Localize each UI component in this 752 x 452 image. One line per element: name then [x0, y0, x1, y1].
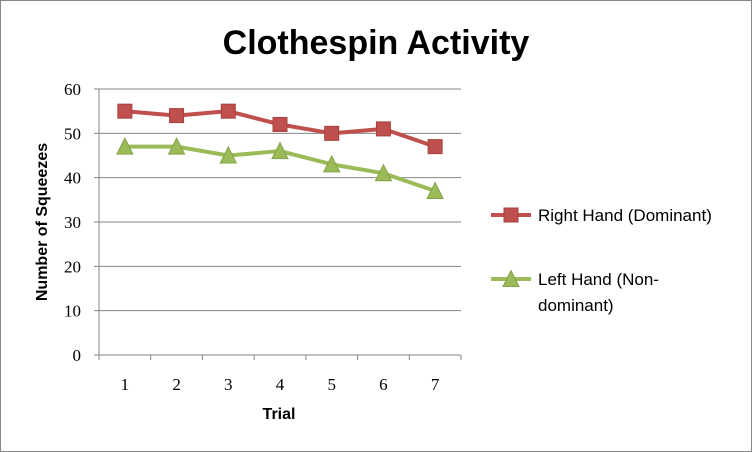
x-tick-label: 1: [121, 375, 130, 394]
legend-label: dominant): [538, 296, 614, 315]
y-tick-label: 10: [64, 302, 81, 321]
series-2: [116, 137, 444, 199]
data-point: [374, 163, 393, 182]
axes: 0 10 20 30 40 50 60 1 2 3 4 5 6 7: [64, 80, 462, 394]
data-point: [169, 108, 185, 124]
data-point: [167, 137, 186, 155]
data-point: [219, 145, 238, 164]
x-tick-label: 7: [431, 375, 440, 394]
y-tick-label: 50: [64, 124, 81, 143]
data-point: [272, 116, 288, 132]
data-point: [324, 125, 340, 141]
y-tick-label: 30: [64, 213, 81, 232]
legend-label: Left Hand (Non-: [538, 270, 659, 289]
data-point: [116, 137, 134, 155]
y-axis-title: Number of Squeezes: [34, 143, 51, 301]
y-tick-label: 0: [73, 346, 82, 365]
series-1: [117, 103, 443, 155]
legend-marker: [502, 269, 520, 287]
data-point: [117, 103, 133, 119]
x-tick-label: 3: [224, 375, 233, 394]
data-point: [220, 103, 236, 119]
x-tick-label: 2: [172, 375, 181, 394]
chart-title: Clothespin Activity: [223, 24, 530, 62]
legend-label: Right Hand (Dominant): [538, 206, 712, 225]
x-tick-label: 6: [379, 375, 388, 394]
legend: Right Hand (Dominant) Left Hand (Non-domi…: [491, 206, 712, 315]
series-group: [116, 103, 444, 199]
legend-item-1: Right Hand (Dominant): [491, 206, 712, 225]
legend-item-2: Left Hand (Non-dominant): [491, 269, 659, 315]
gridlines: [99, 88, 461, 312]
data-point: [322, 154, 341, 173]
y-tick-label: 40: [64, 169, 81, 188]
legend-marker: [503, 207, 519, 223]
y-tick-label: 60: [64, 80, 81, 99]
data-point: [271, 141, 289, 160]
data-point: [427, 139, 443, 155]
x-tick-label: 5: [327, 375, 336, 394]
data-point: [426, 181, 444, 199]
data-point: [375, 121, 391, 137]
x-tick-label: 4: [276, 375, 285, 394]
x-axis-title: Trial: [263, 406, 296, 423]
y-tick-label: 20: [64, 257, 81, 276]
